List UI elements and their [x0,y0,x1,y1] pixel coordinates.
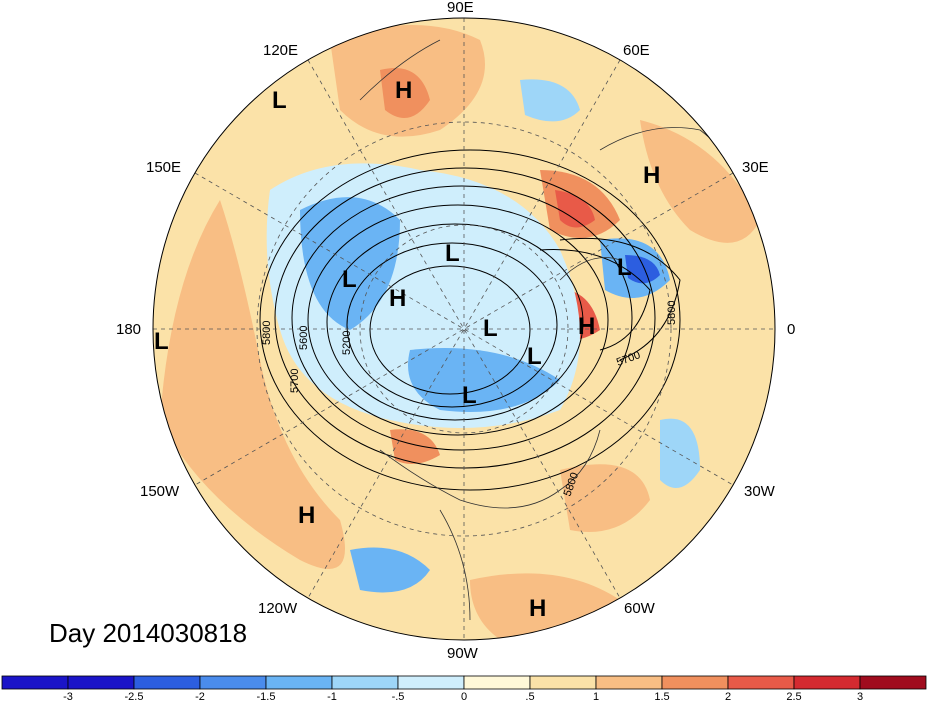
colorbar-cell [133,675,201,690]
low-center: L [445,240,460,267]
low-center: L [462,382,477,409]
date-title: Day 2014030818 [49,618,248,648]
colorbar-tick-label: -1.5 [257,691,276,702]
high-center: H [578,313,595,340]
colorbar-tick-label: 2.5 [786,691,801,702]
lon-label-30w: 30W [744,483,776,500]
low-center: L [342,266,357,293]
low-center: L [154,328,169,355]
colorbar-tick-label: 1.5 [654,691,669,702]
colorbar-tick-label: -2 [195,691,205,702]
high-center: H [298,502,315,529]
high-center: H [643,162,660,189]
colorbar-cell [595,675,663,690]
colorbar-cell [67,675,135,690]
lon-label-120w: 120W [258,600,298,617]
low-center: L [527,343,542,370]
contour-label: 5600 [298,326,310,350]
contour-label: 5200 [341,331,353,355]
lon-label-90e: 90E [447,0,474,16]
colorbar-tick-label: 1 [593,691,599,702]
high-center: H [395,77,412,104]
low-center: L [617,254,632,281]
lon-label-30e: 30E [742,159,769,176]
lon-label-150e: 150E [146,159,181,176]
colorbar-cell [859,675,927,690]
colorbar-tick-label: -3 [63,691,73,702]
colorbar-cell [727,675,795,690]
colorbar-cell [793,675,861,690]
lon-label-180: 180 [116,321,141,338]
lon-label-0: 0 [787,321,795,338]
lon-label-60e: 60E [623,42,650,59]
colorbar-tick-label: 2 [725,691,731,702]
colorbar-cell [1,675,69,690]
colorbar-cell [661,675,729,690]
colorbar-cell [265,675,333,690]
contour-label: 5800 [261,321,273,345]
colorbar-cell [529,675,597,690]
colorbar-tick-label: 0 [461,691,467,702]
colorbar-cell [199,675,267,690]
colorbar-tick-label: -2.5 [125,691,144,702]
colorbar-tick-label: -.5 [392,691,405,702]
lon-label-90w: 90W [447,645,479,662]
high-center: H [389,285,406,312]
lon-label-150w: 150W [140,483,180,500]
colorbar-tick-label: .5 [525,691,534,702]
map-border [152,17,776,641]
contour-label: 5800 [666,301,678,325]
lon-label-120e: 120E [263,42,298,59]
colorbar: -3 -2.5 -2 -1.5 -1 -.5 0 .5 1 1.5 2 2.5 3 [1,675,927,702]
colorbar-tick-label: 3 [857,691,863,702]
colorbar-cell [331,675,399,690]
height-contours [259,149,681,491]
low-center: L [483,315,498,342]
colorbar-tick-label: -1 [327,691,337,702]
colorbar-cell [463,675,531,690]
contour-label: 5700 [289,369,301,393]
lon-label-60w: 60W [624,600,656,617]
colorbar-cell [397,675,465,690]
anomaly-field [153,18,775,640]
graticule [153,18,775,640]
high-center: H [529,595,546,622]
low-center: L [272,87,287,114]
